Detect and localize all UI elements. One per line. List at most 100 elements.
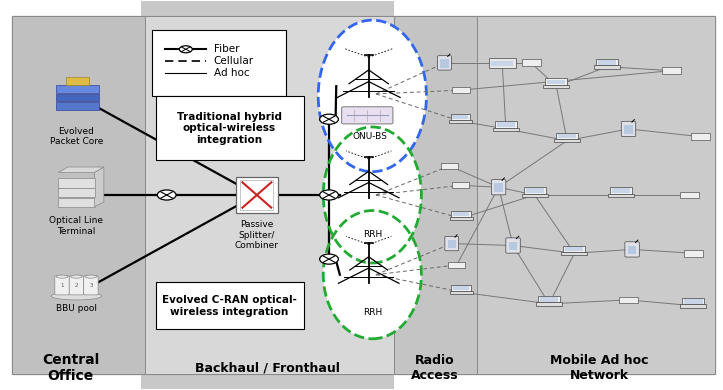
FancyBboxPatch shape — [440, 59, 448, 67]
FancyBboxPatch shape — [596, 59, 618, 66]
FancyBboxPatch shape — [612, 188, 630, 193]
FancyBboxPatch shape — [56, 85, 99, 93]
Circle shape — [320, 190, 338, 200]
FancyBboxPatch shape — [58, 188, 95, 197]
FancyBboxPatch shape — [236, 177, 278, 213]
FancyBboxPatch shape — [449, 120, 472, 123]
FancyBboxPatch shape — [495, 121, 517, 128]
FancyBboxPatch shape — [69, 276, 84, 295]
FancyBboxPatch shape — [680, 191, 699, 199]
FancyBboxPatch shape — [563, 246, 586, 252]
FancyBboxPatch shape — [453, 213, 469, 216]
FancyBboxPatch shape — [554, 139, 580, 142]
FancyBboxPatch shape — [441, 163, 458, 169]
FancyBboxPatch shape — [523, 187, 546, 193]
FancyBboxPatch shape — [540, 297, 558, 302]
Text: Ad hoc: Ad hoc — [213, 67, 249, 78]
FancyBboxPatch shape — [521, 60, 541, 66]
FancyBboxPatch shape — [594, 66, 620, 69]
Text: Optical Line
Terminal: Optical Line Terminal — [49, 216, 103, 236]
FancyBboxPatch shape — [684, 250, 703, 257]
Ellipse shape — [56, 275, 68, 278]
Text: Evolved
Packet Core: Evolved Packet Core — [50, 127, 103, 146]
FancyBboxPatch shape — [12, 16, 715, 374]
FancyBboxPatch shape — [55, 276, 69, 295]
FancyBboxPatch shape — [437, 56, 451, 70]
FancyBboxPatch shape — [58, 178, 95, 188]
FancyBboxPatch shape — [56, 94, 99, 101]
FancyBboxPatch shape — [448, 262, 466, 268]
Text: Traditional hybrid
optical-wireless
integration: Traditional hybrid optical-wireless inte… — [177, 112, 282, 145]
FancyBboxPatch shape — [561, 252, 587, 255]
Circle shape — [320, 114, 338, 124]
FancyBboxPatch shape — [489, 58, 516, 68]
Circle shape — [320, 254, 338, 264]
FancyBboxPatch shape — [608, 193, 634, 197]
FancyBboxPatch shape — [691, 133, 710, 140]
Ellipse shape — [85, 275, 97, 278]
FancyBboxPatch shape — [153, 30, 286, 96]
Text: RRH: RRH — [363, 308, 382, 317]
Ellipse shape — [323, 127, 422, 263]
FancyBboxPatch shape — [156, 96, 304, 160]
FancyBboxPatch shape — [545, 78, 568, 85]
Text: 1: 1 — [60, 283, 64, 288]
Polygon shape — [59, 167, 104, 172]
FancyBboxPatch shape — [598, 60, 616, 65]
Ellipse shape — [71, 275, 82, 278]
FancyBboxPatch shape — [58, 198, 95, 207]
Text: Central
Office: Central Office — [42, 353, 99, 383]
FancyBboxPatch shape — [453, 115, 469, 119]
FancyBboxPatch shape — [56, 102, 99, 110]
FancyBboxPatch shape — [538, 296, 560, 302]
Text: ONU-BS: ONU-BS — [353, 132, 388, 141]
Ellipse shape — [318, 20, 427, 172]
FancyBboxPatch shape — [680, 304, 706, 307]
FancyBboxPatch shape — [610, 187, 633, 193]
FancyBboxPatch shape — [624, 125, 633, 134]
FancyBboxPatch shape — [526, 188, 544, 193]
FancyBboxPatch shape — [453, 87, 470, 93]
FancyBboxPatch shape — [621, 121, 636, 136]
FancyBboxPatch shape — [12, 16, 145, 374]
FancyBboxPatch shape — [477, 16, 715, 374]
Circle shape — [158, 190, 176, 200]
FancyBboxPatch shape — [506, 238, 521, 253]
FancyBboxPatch shape — [558, 134, 576, 138]
FancyBboxPatch shape — [451, 285, 471, 291]
Circle shape — [179, 46, 192, 53]
FancyBboxPatch shape — [156, 282, 304, 329]
FancyBboxPatch shape — [342, 107, 393, 124]
FancyBboxPatch shape — [493, 128, 519, 131]
Polygon shape — [95, 167, 104, 207]
Text: Fiber: Fiber — [213, 44, 239, 54]
FancyBboxPatch shape — [619, 296, 638, 303]
Text: 3: 3 — [89, 283, 93, 288]
Ellipse shape — [51, 292, 102, 300]
Text: RRH: RRH — [363, 230, 382, 239]
FancyBboxPatch shape — [497, 122, 515, 127]
Text: Passive
Splitter/
Combiner: Passive Splitter/ Combiner — [235, 220, 279, 250]
FancyBboxPatch shape — [536, 302, 562, 305]
FancyBboxPatch shape — [452, 182, 469, 188]
Ellipse shape — [323, 211, 422, 339]
FancyBboxPatch shape — [66, 77, 89, 85]
FancyBboxPatch shape — [145, 16, 394, 374]
FancyBboxPatch shape — [544, 85, 569, 88]
FancyBboxPatch shape — [685, 299, 703, 304]
FancyBboxPatch shape — [453, 286, 469, 290]
FancyBboxPatch shape — [445, 236, 458, 251]
FancyBboxPatch shape — [625, 242, 639, 257]
FancyBboxPatch shape — [1, 1, 142, 389]
FancyBboxPatch shape — [628, 246, 636, 254]
FancyBboxPatch shape — [142, 1, 394, 389]
Text: Cellular: Cellular — [213, 56, 254, 66]
FancyBboxPatch shape — [683, 298, 704, 304]
FancyBboxPatch shape — [394, 16, 477, 374]
FancyBboxPatch shape — [492, 60, 513, 66]
FancyBboxPatch shape — [84, 276, 98, 295]
Text: BBU pool: BBU pool — [56, 304, 97, 313]
FancyBboxPatch shape — [495, 184, 503, 192]
Text: Backhaul / Fronthaul: Backhaul / Fronthaul — [195, 362, 340, 374]
FancyBboxPatch shape — [450, 114, 470, 120]
